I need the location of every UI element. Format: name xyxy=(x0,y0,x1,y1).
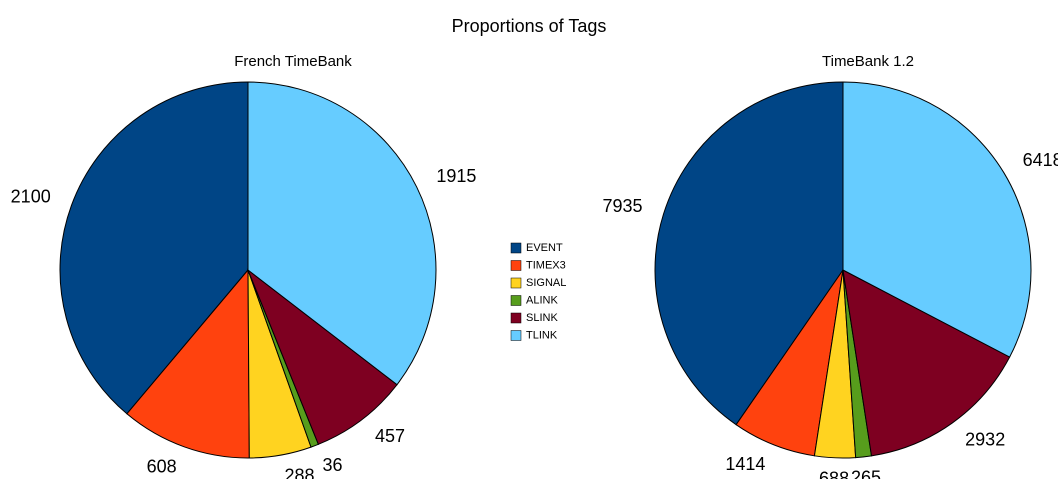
pie-slice xyxy=(654,81,844,426)
data-label: 688 xyxy=(819,469,849,479)
legend-swatch xyxy=(510,312,522,324)
pie-slice xyxy=(126,268,250,459)
data-label: 2932 xyxy=(965,430,1005,450)
pie-slice xyxy=(842,269,1011,457)
data-label: 1915 xyxy=(436,166,476,186)
legend-label: SIGNAL xyxy=(526,277,566,289)
data-label: 1414 xyxy=(725,454,765,474)
data-label: 36 xyxy=(323,455,343,475)
legend-label: TLINK xyxy=(526,329,558,341)
legend-swatch xyxy=(510,277,522,289)
legend-label: ALINK xyxy=(526,294,558,306)
data-label: 7935 xyxy=(602,196,642,216)
data-label: 265 xyxy=(851,467,881,479)
data-label: 457 xyxy=(375,426,405,446)
pie-slice xyxy=(246,268,398,445)
data-label: 608 xyxy=(147,456,177,476)
pie-slice xyxy=(59,81,249,415)
legend-swatch xyxy=(510,330,522,341)
legend-label: EVENT xyxy=(526,242,563,254)
legend-label: SLINK xyxy=(526,312,558,324)
pie-slice xyxy=(247,81,437,386)
data-label: 2100 xyxy=(11,187,51,207)
legend-swatch xyxy=(510,295,522,306)
chart-title: Proportions of Tags xyxy=(452,16,607,36)
legend-swatch xyxy=(510,242,522,254)
legend-label: TIMEX3 xyxy=(526,259,566,271)
pie-slice xyxy=(842,81,1032,358)
pie-title: French TimeBank xyxy=(234,53,352,70)
data-label: 288 xyxy=(284,466,314,479)
pie-title: TimeBank 1.2 xyxy=(822,53,914,70)
legend-swatch xyxy=(510,260,522,271)
data-label: 6418 xyxy=(1023,150,1058,170)
